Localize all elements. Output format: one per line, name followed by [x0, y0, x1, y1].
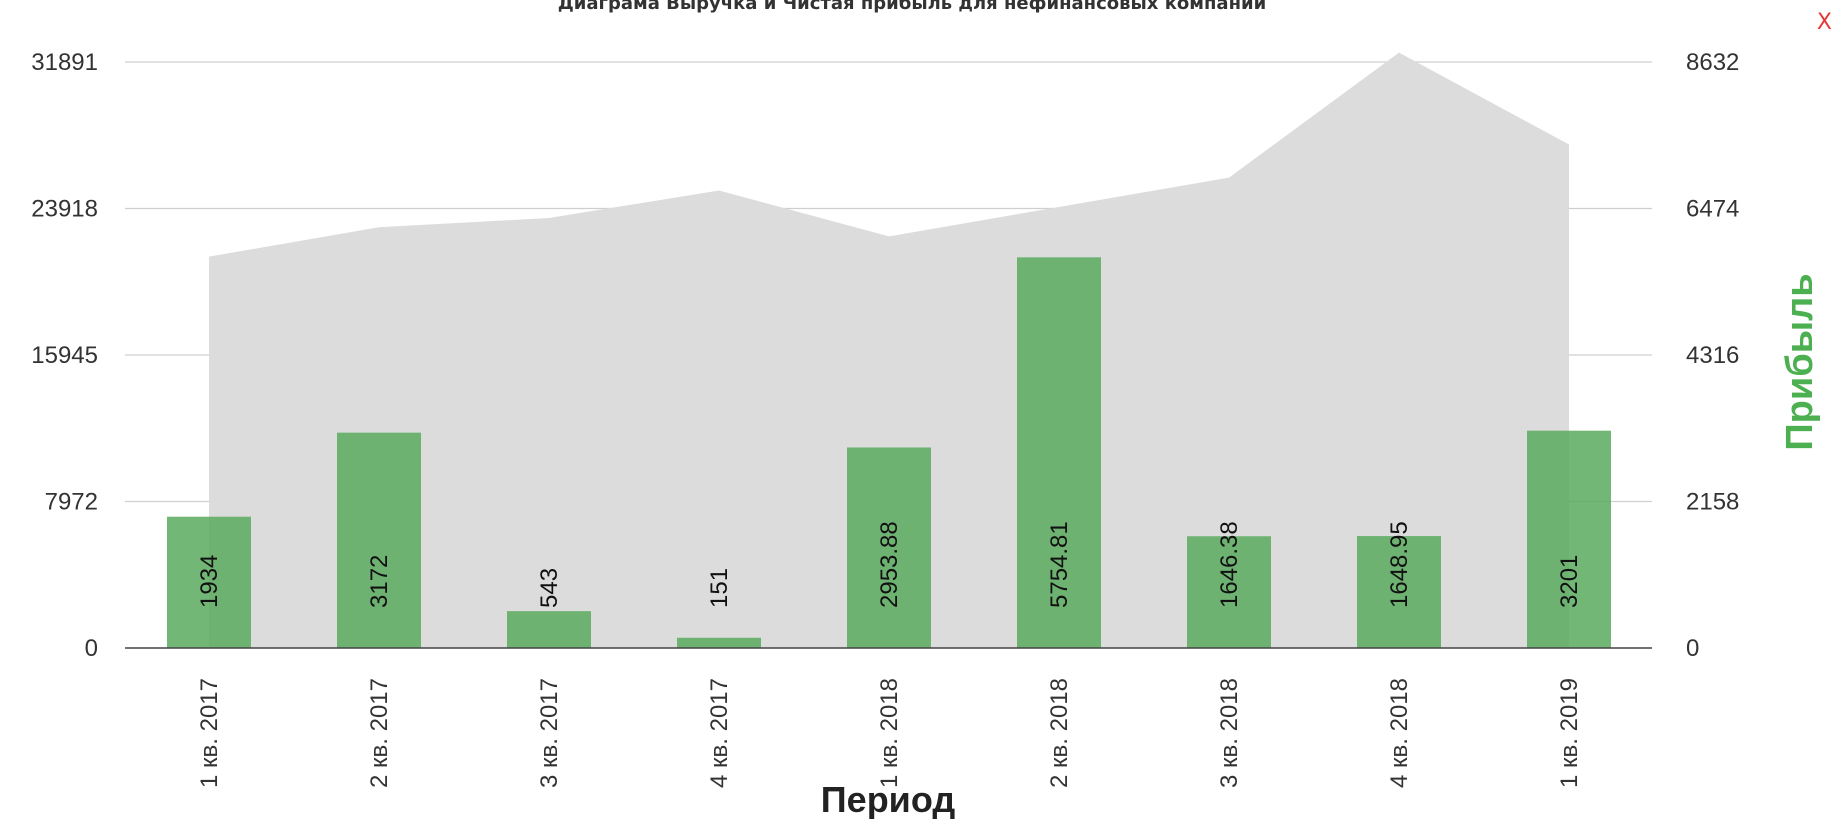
profit-bar[interactable]: [1017, 257, 1101, 648]
bar-value-label: 1934: [196, 555, 223, 608]
chart-title: Диаграма Выручка и Чистая прибыль для не…: [557, 0, 1267, 14]
left-tick-label: 23918: [31, 196, 98, 223]
x-tick-label: 4 кв. 2018: [1386, 678, 1413, 788]
bar-value-label: 1646.38: [1216, 521, 1243, 608]
x-tick-label: 2 кв. 2017: [366, 678, 393, 788]
x-tick-label: 2 кв. 2018: [1046, 678, 1073, 788]
left-tick-label: 7972: [45, 489, 98, 516]
left-tick-label: 15945: [31, 342, 98, 369]
x-tick-label: 3 кв. 2018: [1216, 678, 1243, 788]
bar-value-label: 3201: [1556, 555, 1583, 608]
profit-bars: [167, 257, 1611, 648]
bar-value-label: 2953.88: [876, 521, 903, 608]
x-tick-label: 1 кв. 2019: [1556, 678, 1583, 788]
revenue-area-shape: [209, 52, 1569, 648]
profit-bar[interactable]: [1357, 536, 1441, 648]
right-tick-label: 8632: [1686, 49, 1739, 76]
left-tick-label: 0: [85, 635, 98, 662]
labels: 0 0 7972 2158 15945 4316 23918 6474 31891 8632 193…: [31, 49, 1821, 819]
x-tick-label: 4 кв. 2017: [706, 678, 733, 788]
left-tick-label: 31891: [31, 49, 98, 76]
bar-value-label: 543: [536, 568, 563, 608]
profit-bar[interactable]: [847, 447, 931, 648]
x-tick-label: 1 кв. 2018: [876, 678, 903, 788]
close-button[interactable]: X: [1816, 10, 1832, 35]
right-tick-label: 6474: [1686, 196, 1739, 223]
profit-bar[interactable]: [337, 432, 421, 648]
right-tick-label: 4316: [1686, 342, 1739, 369]
profit-bar[interactable]: [1527, 430, 1611, 648]
profit-bar[interactable]: [1187, 536, 1271, 648]
bar-value-label: 3172: [366, 555, 393, 608]
x-tick-label: 1 кв. 2017: [196, 678, 223, 788]
profit-bar[interactable]: [677, 637, 761, 648]
bar-value-label: 5754.81: [1046, 521, 1073, 608]
x-axis-title: Период: [821, 779, 956, 819]
x-tick-label: 3 кв. 2017: [536, 678, 563, 788]
profit-bar[interactable]: [167, 516, 251, 648]
right-axis-title: Прибыль: [1779, 273, 1821, 450]
profit-bar[interactable]: [507, 611, 591, 648]
bar-value-label: 1648.95: [1386, 521, 1413, 608]
revenue-area: [209, 52, 1569, 648]
bar-value-label: 151: [706, 568, 733, 608]
right-tick-label: 2158: [1686, 489, 1739, 516]
right-tick-label: 0: [1686, 635, 1699, 662]
